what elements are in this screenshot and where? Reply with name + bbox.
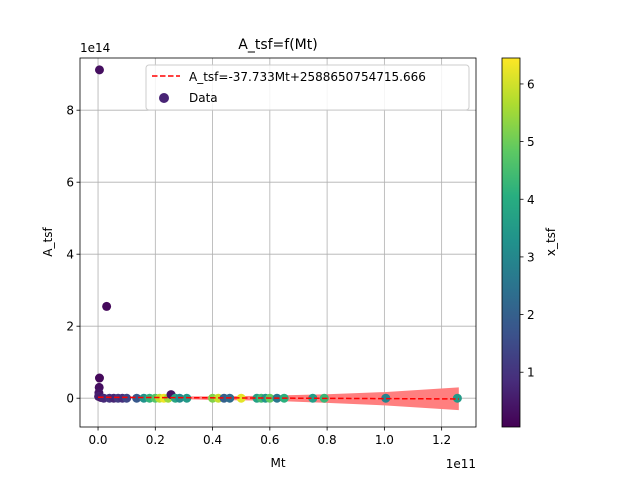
- y-tick-label: 4: [66, 248, 74, 262]
- data-point: [122, 393, 132, 403]
- chart-title: A_tsf=f(Mt): [238, 37, 317, 53]
- legend-box: [145, 64, 470, 111]
- x-offset-label: 1e11: [446, 457, 476, 471]
- y-tick-label: 8: [66, 104, 74, 118]
- colorbar-tick-label: 4: [527, 193, 535, 207]
- colorbar: 1 2 3 4 5 6 x_tsf: [501, 57, 558, 428]
- y-tick-label: 0: [66, 392, 74, 406]
- fit-line: [98, 396, 459, 400]
- x-axis-ticks: 0.0 0.2 0.4 0.6 0.8 1.0 1.2: [88, 427, 451, 447]
- y-tick-label: 2: [66, 320, 74, 334]
- data-points: [94, 65, 462, 403]
- y-tick-label: 6: [66, 176, 74, 190]
- colorbar-tick-label: 3: [527, 250, 535, 264]
- colorbar-gradient: [501, 57, 521, 428]
- y-axis-ticks: 0 2 4 6 8: [66, 104, 80, 406]
- x-tick-label: 0.6: [260, 433, 279, 447]
- x-tick-label: 0.4: [203, 433, 222, 447]
- data-point: [132, 393, 142, 403]
- colorbar-label: x_tsf: [544, 227, 558, 256]
- legend-data-label: Data: [189, 91, 218, 105]
- y-offset-label: 1e14: [80, 41, 110, 55]
- legend-data-marker: [159, 93, 169, 103]
- colorbar-tick-label: 6: [527, 77, 535, 91]
- y-axis-label: A_tsf: [41, 227, 55, 257]
- x-tick-label: 0.8: [318, 433, 337, 447]
- data-point: [236, 393, 246, 403]
- data-point: [102, 301, 112, 311]
- data-point: [308, 393, 318, 403]
- data-point: [94, 65, 104, 75]
- colorbar-tick-label: 1: [527, 366, 535, 380]
- legend-fit-label: A_tsf=-37.733Mt+2588650754715.666: [189, 70, 426, 84]
- x-axis-label: Mt: [270, 456, 285, 470]
- data-point: [452, 393, 462, 403]
- data-point: [94, 373, 104, 383]
- x-tick-label: 1.2: [432, 433, 451, 447]
- x-tick-label: 0.2: [146, 433, 165, 447]
- legend: A_tsf=-37.733Mt+2588650754715.666 Data: [145, 64, 470, 111]
- plot-frame: [79, 57, 477, 428]
- x-tick-label: 1.0: [375, 433, 394, 447]
- colorbar-tick-label: 2: [527, 308, 535, 322]
- colorbar-tick-label: 5: [527, 135, 535, 149]
- colorbar-ticks: 1 2 3 4 5 6: [520, 77, 535, 380]
- x-tick-label: 0.0: [88, 433, 107, 447]
- data-point: [381, 393, 391, 403]
